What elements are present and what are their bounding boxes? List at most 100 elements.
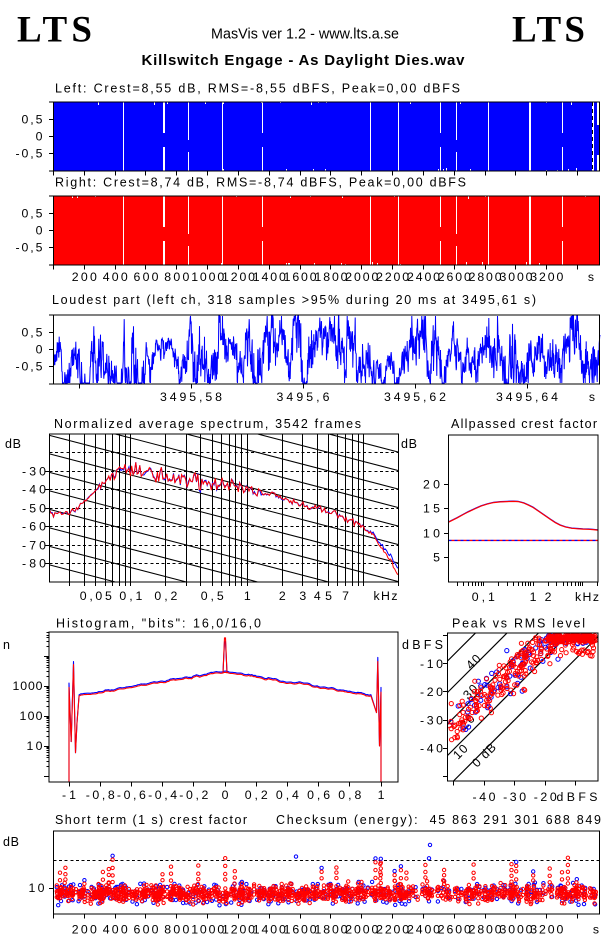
svg-text:3495,6: 3495,6 [277,390,330,404]
svg-text:3: 3 [299,589,306,603]
svg-text:s: s [589,390,595,404]
svg-text:-0,8: -0,8 [86,788,115,802]
svg-text:-10: -10 [420,657,443,671]
svg-text:0,2: 0,2 [245,788,268,802]
svg-text:20: 20 [423,478,440,492]
svg-text:2200: 2200 [376,923,409,937]
svg-text:-50: -50 [22,502,46,516]
svg-text:0,8: 0,8 [338,788,361,802]
svg-text:2000: 2000 [345,923,378,937]
svg-text:2600: 2600 [438,923,471,937]
svg-text:s: s [593,923,599,937]
svg-text:-1: -1 [62,788,76,802]
svg-text:7: 7 [342,589,349,603]
svg-text:0 dB: 0 dB [469,740,499,770]
svg-text:-0,6: -0,6 [117,788,146,802]
svg-text:5: 5 [433,551,440,565]
svg-text:1: 1 [530,590,537,604]
svg-text:MasVis ver 1.2 - www.lts.a.se: MasVis ver 1.2 - www.lts.a.se [211,27,399,43]
svg-text:LTS: LTS [17,10,92,51]
svg-text:15: 15 [423,502,440,516]
svg-text:1800: 1800 [315,270,348,284]
svg-text:3495,64: 3495,64 [496,390,558,404]
svg-text:0,2: 0,2 [154,589,177,603]
svg-text:100: 100 [20,709,43,723]
svg-text:Right: Crest=8,74 dB, RMS=-8,7: Right: Crest=8,74 dB, RMS=-8,74 dBFS, Pe… [55,176,466,190]
svg-text:800: 800 [164,270,189,284]
svg-text:-40: -40 [420,742,443,756]
svg-text:200: 200 [72,270,97,284]
svg-text:Killswitch Engage - As Dayligh: Killswitch Engage - As Daylight Dies.wav [142,52,466,69]
svg-text:40: 40 [463,652,484,673]
svg-text:1000: 1000 [13,679,43,693]
svg-text:-70: -70 [22,539,46,553]
svg-text:1000: 1000 [191,270,224,284]
svg-text:Short term (1 s) crest factor: Short term (1 s) crest factor [55,813,247,827]
svg-text:10: 10 [423,527,440,541]
svg-text:2800: 2800 [469,270,502,284]
svg-text:2200: 2200 [376,270,409,284]
svg-text:4: 4 [314,589,321,603]
svg-text:-80: -80 [22,557,46,571]
svg-text:1800: 1800 [315,923,348,937]
svg-text:s: s [588,270,594,284]
svg-text:2400: 2400 [407,923,440,937]
svg-text:-40: -40 [473,790,496,804]
svg-text:10: 10 [27,739,43,753]
svg-text:0,4: 0,4 [276,788,299,802]
svg-text:-30: -30 [420,713,443,727]
svg-text:Histogram, "bits": 16,0/16,0: Histogram, "bits": 16,0/16,0 [56,617,261,631]
svg-text:kHz: kHz [374,589,398,603]
svg-text:2800: 2800 [469,923,502,937]
svg-text:0: 0 [36,343,43,357]
svg-text:3200: 3200 [530,270,563,284]
svg-text:3200: 3200 [530,923,563,937]
svg-text:1400: 1400 [253,923,286,937]
svg-text:3000: 3000 [500,923,533,937]
svg-text:800: 800 [164,923,189,937]
svg-text:10: 10 [29,881,45,895]
svg-text:3495,62: 3495,62 [384,390,446,404]
svg-text:2400: 2400 [407,270,440,284]
svg-text:kHz: kHz [575,590,599,604]
svg-text:Allpassed crest factor: Allpassed crest factor [451,417,597,431]
svg-text:200: 200 [72,923,97,937]
svg-text:0,5: 0,5 [22,113,43,127]
svg-text:0: 0 [222,788,229,802]
svg-text:1200: 1200 [222,923,255,937]
svg-text:-0,2: -0,2 [179,788,208,802]
svg-text:600: 600 [134,923,159,937]
svg-text:400: 400 [103,270,128,284]
svg-text:0,6: 0,6 [307,788,330,802]
svg-text:-40: -40 [22,483,46,497]
svg-text:-0,5: -0,5 [16,147,43,161]
svg-text:600: 600 [134,270,159,284]
svg-text:-0,5: -0,5 [16,241,43,255]
svg-text:Checksum (energy): 45 863 291: Checksum (energy): 45 863 291 301 688 84… [276,813,601,827]
svg-text:n: n [3,638,10,652]
svg-text:1600: 1600 [284,923,317,937]
svg-text:5: 5 [325,589,332,603]
svg-text:-30: -30 [503,790,526,804]
svg-text:Loudest part (left ch, 318 sa: Loudest part (left ch, 318 samples >95% … [52,293,536,307]
svg-text:dBFS: dBFS [557,790,598,804]
svg-text:0,5: 0,5 [22,326,43,340]
svg-text:10: 10 [450,742,471,763]
svg-text:0: 0 [36,224,43,238]
svg-text:2: 2 [545,590,552,604]
svg-text:-0,4: -0,4 [148,788,177,802]
svg-text:-60: -60 [22,520,46,534]
svg-text:dB: dB [5,437,21,451]
svg-text:1000: 1000 [191,923,224,937]
svg-text:-30: -30 [22,465,46,479]
svg-text:dB: dB [3,835,19,849]
svg-text:1600: 1600 [284,270,317,284]
svg-text:1: 1 [378,788,385,802]
svg-text:Peak vs RMS level: Peak vs RMS level [452,617,585,631]
svg-text:2600: 2600 [438,270,471,284]
svg-text:3495,58: 3495,58 [160,390,222,404]
svg-text:1: 1 [244,589,251,603]
svg-text:-20: -20 [534,790,557,804]
svg-text:0,05: 0,05 [80,589,112,603]
svg-text:dB: dB [401,437,417,451]
